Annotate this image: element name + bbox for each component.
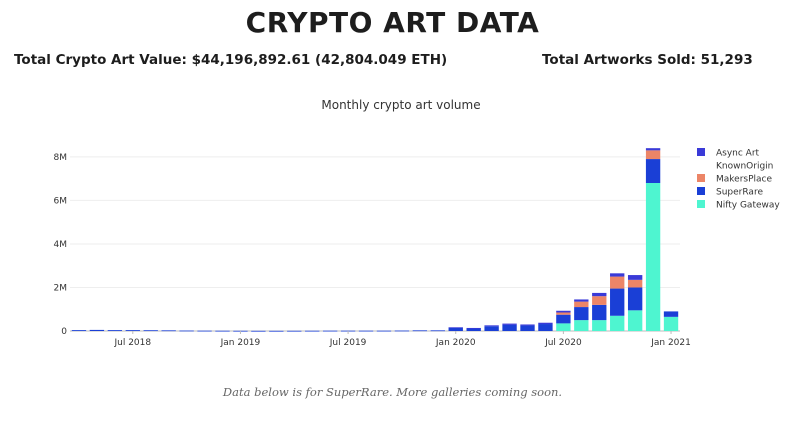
- legend-label[interactable]: MakersPlace: [716, 175, 772, 185]
- x-tick-label: Jan 2019: [220, 338, 261, 348]
- bar-segment[interactable]: [574, 301, 589, 308]
- bar-segment[interactable]: [645, 148, 661, 151]
- bar-segment[interactable]: [322, 330, 338, 332]
- bar-segment[interactable]: [269, 330, 284, 332]
- bar-segment[interactable]: [556, 312, 571, 315]
- legend-label[interactable]: Async Art: [716, 149, 760, 159]
- y-tick-label: 6M: [54, 196, 68, 206]
- total-art-value: Total Crypto Art Value: $44,196,892.61 (…: [14, 52, 448, 68]
- y-tick-labels: 0 2M 4M 6M 8M: [54, 153, 68, 337]
- bar-segment[interactable]: [645, 183, 661, 331]
- bar-segment[interactable]: [448, 327, 463, 331]
- bar-segment[interactable]: [287, 330, 302, 332]
- legend-label[interactable]: KnownOrigin: [716, 162, 773, 172]
- y-tick-label: 4M: [54, 240, 68, 250]
- gallery-footnote: Data below is for SuperRare. More galler…: [222, 385, 563, 399]
- bar-segment[interactable]: [251, 330, 266, 332]
- bar-segment[interactable]: [627, 310, 643, 331]
- bar-segment[interactable]: [305, 330, 320, 332]
- legend-swatch: [697, 187, 705, 195]
- bar-segment[interactable]: [89, 329, 105, 331]
- bar-segment[interactable]: [592, 304, 607, 321]
- bar-segment[interactable]: [466, 327, 481, 329]
- bar-segment[interactable]: [466, 328, 481, 331]
- y-tick-label: 2M: [54, 283, 68, 293]
- bar-segment[interactable]: [574, 299, 589, 302]
- legend-swatch: [697, 200, 705, 208]
- bar-segment[interactable]: [502, 323, 517, 325]
- bar-segment[interactable]: [574, 320, 589, 331]
- bar-segment[interactable]: [125, 330, 140, 331]
- bar-segment[interactable]: [556, 314, 571, 324]
- bar-segment[interactable]: [663, 311, 679, 317]
- bar-segment[interactable]: [448, 327, 463, 329]
- bar-segment[interactable]: [358, 330, 374, 332]
- legend: Async Art KnownOrigin MakersPlace SuperRare…: [697, 148, 780, 211]
- bar-segment[interactable]: [610, 315, 625, 331]
- bar-segment[interactable]: [520, 325, 535, 331]
- bar-segment[interactable]: [627, 279, 643, 288]
- bar-segment[interactable]: [663, 316, 679, 331]
- bar-segment[interactable]: [376, 330, 392, 332]
- bar-segment[interactable]: [71, 330, 87, 331]
- bar-segment[interactable]: [179, 330, 194, 332]
- legend-swatch: [697, 161, 705, 169]
- bar-segment[interactable]: [645, 159, 661, 183]
- legend-label[interactable]: SuperRare: [716, 188, 763, 198]
- x-tick-label: Jul 2019: [329, 338, 367, 348]
- x-tick-label: Jan 2020: [435, 338, 476, 348]
- legend-label[interactable]: Nifty Gateway: [716, 201, 780, 211]
- legend-swatch: [697, 174, 705, 182]
- bar-segment[interactable]: [215, 330, 230, 332]
- bar-segment[interactable]: [538, 324, 553, 331]
- volume-chart: Monthly crypto art volume 0 2M 4M 6M 8M Jul …: [54, 98, 781, 348]
- x-tick-label: Jul 2018: [113, 338, 151, 348]
- bar-segment[interactable]: [592, 320, 607, 331]
- bar-segment[interactable]: [627, 287, 643, 311]
- bar-segment[interactable]: [645, 150, 661, 160]
- bar-segment[interactable]: [556, 323, 571, 331]
- bar-segment[interactable]: [197, 330, 212, 332]
- x-tick-label: Jan 2021: [650, 338, 691, 348]
- bar-segment[interactable]: [520, 324, 535, 326]
- bar-segment[interactable]: [610, 288, 625, 316]
- legend-swatch: [697, 148, 705, 156]
- bar-segment[interactable]: [484, 326, 499, 331]
- bar-segment[interactable]: [627, 275, 643, 280]
- bar-segment[interactable]: [592, 292, 607, 297]
- bar-segment[interactable]: [107, 330, 123, 331]
- chart-title: Monthly crypto art volume: [321, 98, 480, 112]
- x-tick-labels: Jul 2018 Jan 2019 Jul 2019 Jan 2020 Jul 2020…: [113, 331, 691, 348]
- bars: [71, 148, 679, 332]
- y-tick-label: 8M: [54, 153, 68, 163]
- bar-segment[interactable]: [610, 276, 625, 289]
- bar-segment[interactable]: [610, 273, 625, 277]
- bar-segment[interactable]: [502, 324, 517, 331]
- y-tick-label: 0: [61, 327, 67, 337]
- bar-segment[interactable]: [556, 310, 571, 313]
- bar-segment[interactable]: [161, 330, 176, 332]
- page-title: CRYPTO ART DATA: [245, 6, 540, 39]
- x-tick-label: Jul 2020: [544, 338, 582, 348]
- bar-segment[interactable]: [592, 296, 607, 305]
- bar-segment[interactable]: [538, 322, 553, 325]
- bar-segment[interactable]: [143, 330, 158, 332]
- bar-segment[interactable]: [412, 330, 428, 332]
- total-artworks-sold: Total Artworks Sold: 51,293: [542, 52, 753, 68]
- bar-segment[interactable]: [574, 307, 589, 321]
- bar-segment[interactable]: [484, 325, 499, 327]
- bar-segment[interactable]: [430, 330, 445, 332]
- bar-segment[interactable]: [394, 330, 410, 332]
